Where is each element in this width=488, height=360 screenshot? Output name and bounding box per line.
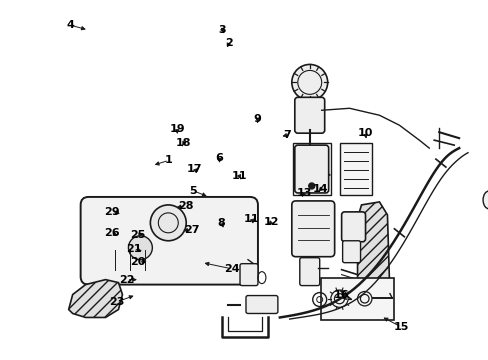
Text: 4: 4 bbox=[66, 20, 74, 30]
FancyBboxPatch shape bbox=[294, 145, 328, 193]
Text: 10: 10 bbox=[357, 129, 372, 138]
Text: 12: 12 bbox=[263, 217, 279, 227]
Bar bbox=[292, 143, 330, 195]
Text: 11: 11 bbox=[231, 171, 247, 181]
Text: 11: 11 bbox=[244, 214, 259, 224]
Text: 24: 24 bbox=[224, 264, 240, 274]
Bar bbox=[339, 143, 371, 195]
FancyBboxPatch shape bbox=[342, 241, 360, 263]
Circle shape bbox=[150, 205, 186, 241]
FancyBboxPatch shape bbox=[299, 258, 319, 285]
Ellipse shape bbox=[482, 191, 488, 209]
Text: 28: 28 bbox=[178, 201, 193, 211]
Text: 14: 14 bbox=[312, 184, 328, 194]
Text: 18: 18 bbox=[176, 139, 191, 148]
Text: 21: 21 bbox=[125, 244, 141, 254]
Polygon shape bbox=[68, 280, 122, 318]
Text: 8: 8 bbox=[217, 218, 224, 228]
Circle shape bbox=[308, 183, 314, 189]
Text: 26: 26 bbox=[104, 228, 120, 238]
Text: 23: 23 bbox=[109, 297, 124, 307]
FancyBboxPatch shape bbox=[294, 97, 324, 133]
Text: 27: 27 bbox=[184, 225, 199, 235]
FancyBboxPatch shape bbox=[81, 197, 258, 285]
Text: 9: 9 bbox=[253, 114, 261, 124]
Text: 15: 15 bbox=[393, 322, 408, 332]
Text: 22: 22 bbox=[119, 275, 134, 285]
Text: 3: 3 bbox=[218, 25, 226, 35]
Text: 2: 2 bbox=[224, 38, 232, 48]
Text: 13: 13 bbox=[296, 188, 311, 198]
FancyBboxPatch shape bbox=[245, 296, 277, 314]
Text: 25: 25 bbox=[130, 230, 146, 239]
Text: 29: 29 bbox=[104, 207, 120, 217]
FancyBboxPatch shape bbox=[291, 201, 334, 257]
Text: 1: 1 bbox=[165, 155, 173, 165]
FancyBboxPatch shape bbox=[341, 212, 365, 242]
Text: 17: 17 bbox=[187, 163, 202, 174]
Polygon shape bbox=[357, 202, 388, 294]
Bar bbox=[321, 278, 393, 320]
Text: 16: 16 bbox=[333, 291, 349, 301]
Text: 7: 7 bbox=[283, 130, 290, 140]
Circle shape bbox=[291, 64, 327, 100]
Circle shape bbox=[128, 236, 152, 260]
Text: 20: 20 bbox=[130, 257, 146, 267]
Text: 5: 5 bbox=[189, 186, 197, 196]
Text: 6: 6 bbox=[215, 153, 223, 163]
FancyBboxPatch shape bbox=[240, 264, 258, 285]
Text: 19: 19 bbox=[169, 124, 185, 134]
